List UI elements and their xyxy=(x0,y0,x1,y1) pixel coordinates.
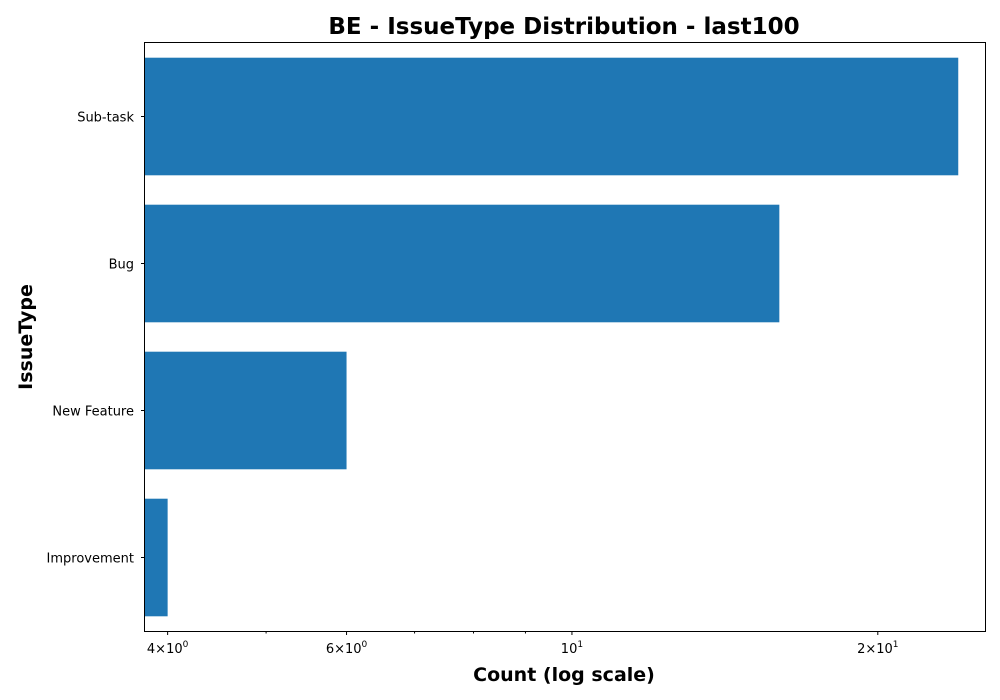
x-tick-label: 2×101 xyxy=(857,640,898,657)
plot-frame xyxy=(144,42,986,632)
chart-title: BE - IssueType Distribution - last100 xyxy=(328,14,799,40)
y-tick-label-improvement: Improvement xyxy=(47,552,134,567)
x-tick-label: 6×100 xyxy=(326,640,368,657)
x-tick-label: 4×100 xyxy=(147,640,189,657)
x-axis-ticks: 4×100 6×100 101 2×101 xyxy=(147,631,899,657)
x-tick-label: 101 xyxy=(561,640,583,657)
x-axis-label: Count (log scale) xyxy=(473,664,655,686)
bars xyxy=(145,57,959,617)
y-tick-label-new-feature: New Feature xyxy=(52,405,134,420)
y-axis-ticks: Sub-task Bug New Feature Improvement xyxy=(47,111,145,567)
y-tick-label-bug: Bug xyxy=(109,258,134,273)
bar-improvement xyxy=(145,498,168,617)
y-tick-label-sub-task: Sub-task xyxy=(77,111,134,126)
bar-sub-task xyxy=(145,57,959,176)
bar-new-feature xyxy=(145,351,347,470)
y-axis-label: IssueType xyxy=(15,284,37,390)
bar-bug xyxy=(145,204,780,323)
